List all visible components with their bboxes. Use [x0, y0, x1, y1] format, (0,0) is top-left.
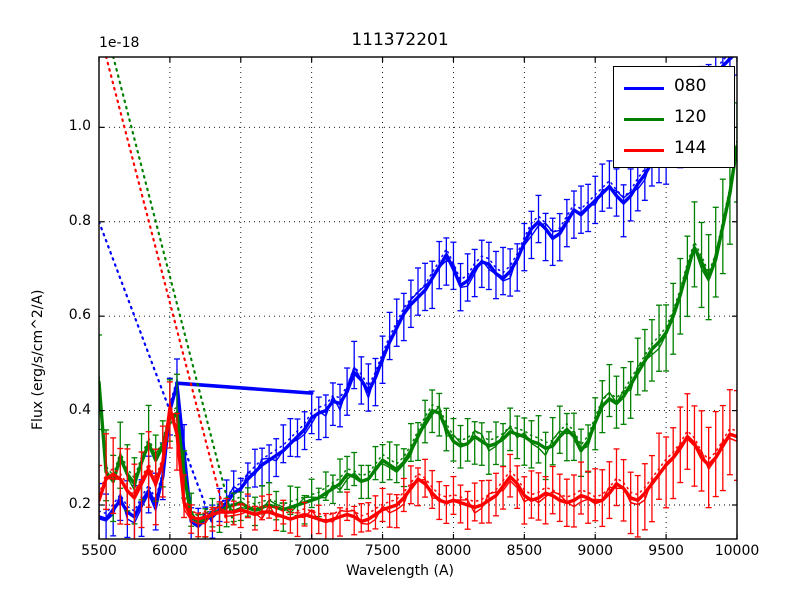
y-axis-offset-text: 1e-18 [99, 35, 140, 51]
x-axis-label: Wavelength (A) [345, 563, 454, 579]
series-144 [99, 57, 737, 539]
x-tick-label: 9000 [577, 543, 614, 559]
legend-item-080[interactable]: 080 [614, 73, 734, 103]
legend: 080 120 144 [613, 66, 735, 168]
y-tick-label: 0.4 [68, 401, 91, 418]
legend-label-144: 144 [674, 138, 707, 158]
x-tick-label: 8000 [435, 543, 472, 559]
chart-title: 111372201 [351, 30, 449, 50]
y-tick-label: 0.2 [68, 496, 91, 512]
series-group [99, 57, 737, 539]
x-tick-label: 7500 [364, 543, 401, 559]
x-tick-label: 10000 [714, 543, 760, 559]
legend-swatch-120 [624, 118, 664, 121]
y-tick-label: 1.0 [68, 118, 91, 135]
legend-label-080: 080 [674, 76, 707, 96]
x-tick-label: 7000 [293, 543, 330, 559]
x-tick-label: 6000 [152, 543, 188, 559]
legend-item-144[interactable]: 144 [614, 135, 734, 165]
x-tick-label: 9500 [648, 543, 684, 559]
legend-swatch-080 [624, 87, 664, 90]
y-tick-label: 0.8 [68, 212, 91, 229]
legend-item-120[interactable]: 120 [614, 104, 734, 134]
y-axis-label: Flux (erg/s/cm^2/A) [30, 289, 46, 430]
legend-swatch-144 [624, 149, 664, 152]
x-tick-label: 6500 [222, 543, 259, 559]
legend-label-120: 120 [674, 107, 707, 127]
x-tick-label: 5500 [81, 543, 117, 559]
errorbars-144 [99, 381, 737, 539]
y-tick-label: 0.6 [68, 307, 91, 324]
x-tick-label: 8500 [506, 543, 543, 559]
